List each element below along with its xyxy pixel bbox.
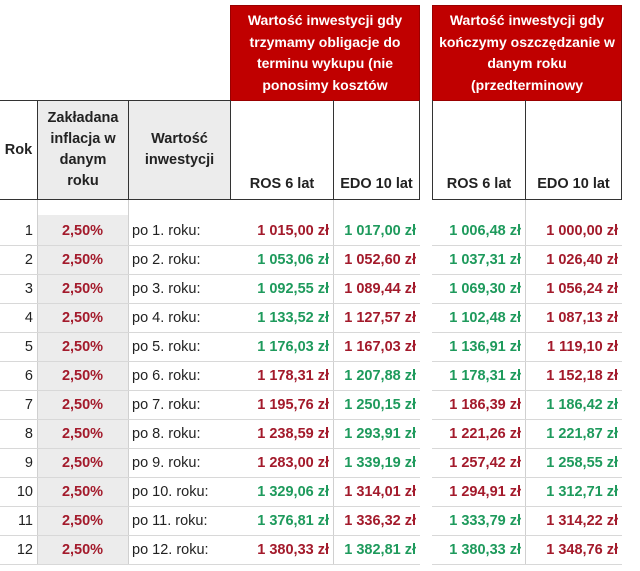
cell-rok: 12 xyxy=(0,536,37,565)
cell-edo-hold: 1 017,00 zł xyxy=(333,217,420,246)
cell-edo-early: 1 314,22 zł xyxy=(525,507,622,536)
cell-edo-hold: 1 314,01 zł xyxy=(333,478,420,507)
cell-rok: 9 xyxy=(0,449,37,478)
group-header-early-redemption: Wartość inwestycji gdy kończymy oszczędz… xyxy=(432,5,622,101)
cell-inflacja: 2,50% xyxy=(37,536,128,565)
cell-ros-hold: 1 329,06 zł xyxy=(230,478,333,507)
cell-label: po 2. roku: xyxy=(128,246,230,275)
cell-inflacja: 2,50% xyxy=(37,333,128,362)
cell-ros-hold: 1 283,00 zł xyxy=(230,449,333,478)
cell-inflacja: 2,50% xyxy=(37,420,128,449)
cell-rok: 1 xyxy=(0,217,37,246)
cell-ros-hold: 1 238,59 zł xyxy=(230,420,333,449)
cell-edo-hold: 1 382,81 zł xyxy=(333,536,420,565)
header-wartosc: Wartość inwestycji xyxy=(128,100,231,200)
cell-edo-early: 1 119,10 zł xyxy=(525,333,622,362)
cell-edo-hold: 1 293,91 zł xyxy=(333,420,420,449)
cell-rok: 4 xyxy=(0,304,37,333)
header-edo-10-lat-1: EDO 10 lat xyxy=(333,100,420,200)
cell-ros-early: 1 333,79 zł xyxy=(432,507,525,536)
cell-ros-early: 1 186,39 zł xyxy=(432,391,525,420)
cell-label: po 10. roku: xyxy=(128,478,230,507)
cell-label: po 1. roku: xyxy=(128,217,230,246)
cell-rok: 10 xyxy=(0,478,37,507)
cell-ros-hold: 1 133,52 zł xyxy=(230,304,333,333)
cell-inflacja: 2,50% xyxy=(37,246,128,275)
cell-edo-hold: 1 167,03 zł xyxy=(333,333,420,362)
cell-ros-hold: 1 178,31 zł xyxy=(230,362,333,391)
cell-ros-early: 1 380,33 zł xyxy=(432,536,525,565)
cell-edo-hold: 1 339,19 zł xyxy=(333,449,420,478)
cell-label: po 11. roku: xyxy=(128,507,230,536)
cell-inflacja: 2,50% xyxy=(37,275,128,304)
cell-label: po 5. roku: xyxy=(128,333,230,362)
cell-edo-early: 1 186,42 zł xyxy=(525,391,622,420)
cell-ros-hold: 1 053,06 zł xyxy=(230,246,333,275)
cell-label: po 7. roku: xyxy=(128,391,230,420)
cell-inflacja: 2,50% xyxy=(37,507,128,536)
cell-ros-early: 1 006,48 zł xyxy=(432,217,525,246)
cell-rok: 7 xyxy=(0,391,37,420)
divider xyxy=(128,200,129,565)
cell-edo-hold: 1 089,44 zł xyxy=(333,275,420,304)
cell-edo-early: 1 087,13 zł xyxy=(525,304,622,333)
cell-rok: 5 xyxy=(0,333,37,362)
cell-edo-hold: 1 052,60 zł xyxy=(333,246,420,275)
cell-inflacja: 2,50% xyxy=(37,478,128,507)
cell-ros-hold: 1 376,81 zł xyxy=(230,507,333,536)
cell-label: po 6. roku: xyxy=(128,362,230,391)
cell-label: po 8. roku: xyxy=(128,420,230,449)
cell-inflacja: 2,50% xyxy=(37,362,128,391)
cell-edo-early: 1 258,55 zł xyxy=(525,449,622,478)
cell-label: po 3. roku: xyxy=(128,275,230,304)
cell-edo-hold: 1 250,15 zł xyxy=(333,391,420,420)
cell-ros-hold: 1 015,00 zł xyxy=(230,217,333,246)
cell-label: po 9. roku: xyxy=(128,449,230,478)
cell-inflacja: 2,50% xyxy=(37,304,128,333)
cell-rok: 8 xyxy=(0,420,37,449)
cell-inflacja: 2,50% xyxy=(37,391,128,420)
cell-ros-early: 1 178,31 zł xyxy=(432,362,525,391)
header-rok: Rok xyxy=(0,100,38,200)
divider xyxy=(333,200,334,565)
group-header-hold-to-maturity: Wartość inwestycji gdy trzymamy obligacj… xyxy=(230,5,420,101)
cell-ros-early: 1 069,30 zł xyxy=(432,275,525,304)
cell-edo-early: 1 056,24 zł xyxy=(525,275,622,304)
cell-rok: 6 xyxy=(0,362,37,391)
cell-label: po 4. roku: xyxy=(128,304,230,333)
cell-label: po 12. roku: xyxy=(128,536,230,565)
cell-ros-early: 1 257,42 zł xyxy=(432,449,525,478)
divider xyxy=(525,200,526,565)
cell-ros-hold: 1 176,03 zł xyxy=(230,333,333,362)
header-edo-10-lat-2: EDO 10 lat xyxy=(525,100,622,200)
cell-edo-early: 1 348,76 zł xyxy=(525,536,622,565)
cell-edo-early: 1 221,87 zł xyxy=(525,420,622,449)
cell-rok: 3 xyxy=(0,275,37,304)
header-ros-6-lat-2: ROS 6 lat xyxy=(432,100,526,200)
cell-ros-early: 1 037,31 zł xyxy=(432,246,525,275)
cell-ros-early: 1 102,48 zł xyxy=(432,304,525,333)
cell-edo-early: 1 152,18 zł xyxy=(525,362,622,391)
cell-ros-early: 1 136,91 zł xyxy=(432,333,525,362)
cell-ros-early: 1 294,91 zł xyxy=(432,478,525,507)
cell-rok: 11 xyxy=(0,507,37,536)
cell-inflacja: 2,50% xyxy=(37,449,128,478)
cell-edo-hold: 1 127,57 zł xyxy=(333,304,420,333)
header-inflacja: Zakładana inflacja w danym roku xyxy=(37,100,129,200)
cell-edo-hold: 1 336,32 zł xyxy=(333,507,420,536)
cell-edo-early: 1 026,40 zł xyxy=(525,246,622,275)
cell-inflacja: 2,50% xyxy=(37,217,128,246)
cell-edo-hold: 1 207,88 zł xyxy=(333,362,420,391)
divider xyxy=(37,200,38,565)
cell-ros-hold: 1 092,55 zł xyxy=(230,275,333,304)
cell-rok: 2 xyxy=(0,246,37,275)
header-ros-6-lat-1: ROS 6 lat xyxy=(230,100,334,200)
cell-ros-early: 1 221,26 zł xyxy=(432,420,525,449)
cell-edo-early: 1 000,00 zł xyxy=(525,217,622,246)
cell-ros-hold: 1 195,76 zł xyxy=(230,391,333,420)
cell-edo-early: 1 312,71 zł xyxy=(525,478,622,507)
cell-ros-hold: 1 380,33 zł xyxy=(230,536,333,565)
